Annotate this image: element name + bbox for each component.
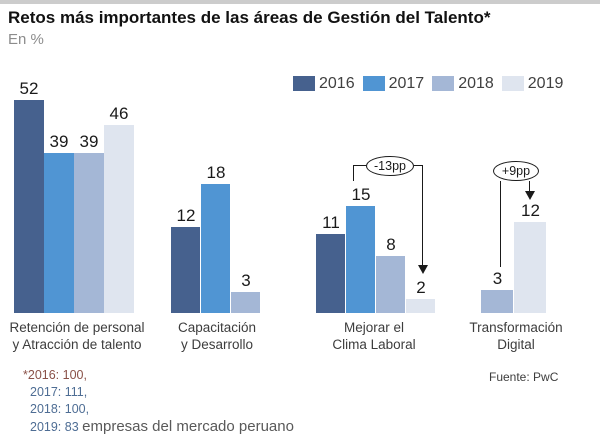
footnote: *2016: 100, 2017: 111, 2018: 100, 2019: … <box>23 367 294 436</box>
bar-value-label: 2 <box>416 278 426 297</box>
bar-2017 <box>346 206 375 313</box>
bar-2018 <box>376 256 405 313</box>
bar-2016 <box>171 227 200 313</box>
annotation-arrow-shaft <box>422 165 423 265</box>
bar-2016 <box>316 234 345 313</box>
bar-2016 <box>14 100 44 313</box>
footnote-line-2016: *2016: 100, <box>23 368 87 382</box>
bar-group-retencion: 52 39 39 46 <box>14 79 134 313</box>
bar-column-2016: 12 <box>171 206 201 313</box>
bar-2018 <box>74 153 104 313</box>
bar-2019 <box>406 299 435 313</box>
bar-2018 <box>481 290 513 313</box>
annotation-connector-line <box>500 181 501 267</box>
bar-column-2018: 8 <box>376 235 406 313</box>
bar-value-label: 8 <box>386 235 396 254</box>
legend-item-2018: 2018 <box>432 75 494 92</box>
axis-label-line: Clima Laboral <box>332 337 416 352</box>
footnote-line-2018: 2018: 100, <box>30 402 90 416</box>
axis-label-line: Digital <box>497 337 535 352</box>
bar-value-label: 15 <box>351 185 371 204</box>
axis-label-line: Retención de personal <box>9 320 145 335</box>
bar-value-label: 3 <box>492 269 503 288</box>
bar-column-2018: 39 <box>74 132 104 313</box>
bar-2019 <box>514 222 546 313</box>
chart-subtitle: En % <box>8 31 44 48</box>
legend-label: 2017 <box>388 75 425 92</box>
legend-swatch-2016 <box>293 76 315 91</box>
legend-label: 2019 <box>527 75 564 92</box>
axis-label-transformacion: Transformación Digital <box>426 319 600 353</box>
footnote-line-2019: 2019: 83 empresas del mercado peruano <box>30 418 294 436</box>
axis-label-line: Capacitación <box>177 320 257 335</box>
legend-item-2019: 2019 <box>501 75 564 92</box>
bar-value-label: 12 <box>176 206 196 225</box>
bar-column-2018: 3 <box>231 271 261 313</box>
footnote-line-2017: 2017: 111, <box>30 385 88 399</box>
bar-group-transformacion: 3 12 <box>481 201 547 313</box>
bar-group-capacitacion: 12 18 3 <box>171 163 261 313</box>
chart-title: Retos más importantes de las áreas de Ge… <box>8 8 491 27</box>
bar-value-label: 39 <box>79 132 99 151</box>
bar-column-2019: 12 <box>514 201 547 313</box>
arrow-down-icon <box>418 265 428 274</box>
bar-column-2017: 39 <box>44 132 74 313</box>
legend-label: 2016 <box>319 75 355 92</box>
legend: 2016 2017 2018 2019 <box>293 75 564 92</box>
axis-label-retencion: Retención de personal y Atracción de tal… <box>0 319 167 353</box>
axis-label-line: Transformación <box>469 320 563 335</box>
legend-swatch-2017 <box>362 76 385 91</box>
bar-column-2019: 46 <box>104 104 134 313</box>
axis-label-line: y Atracción de talento <box>12 337 142 352</box>
bar-column-2017: 15 <box>346 185 376 313</box>
legend-item-2016: 2016 <box>293 75 355 92</box>
bar-value-label: 39 <box>49 132 69 151</box>
axis-label-line: Mejorar el <box>343 320 405 335</box>
legend-label: 2018 <box>458 75 494 92</box>
top-divider <box>0 0 600 4</box>
annotation-bracket-right <box>414 165 423 166</box>
arrow-down-icon <box>525 191 535 200</box>
annotation-bracket-left <box>353 165 366 166</box>
bar-value-label: 46 <box>109 104 129 123</box>
source-credit: Fuente: PwC <box>489 370 559 384</box>
annotation-badge-plus9pp: +9pp <box>493 161 539 181</box>
annotation-badge-minus13pp: -13pp <box>366 156 414 176</box>
annotation-text: -13pp <box>374 159 406 173</box>
bar-2019 <box>104 125 134 313</box>
bar-value-label: 12 <box>521 201 540 220</box>
bar-value-label: 3 <box>241 271 251 290</box>
footnote-2019-count: 2019: 83 <box>30 420 79 434</box>
bar-column-2019: 2 <box>406 278 436 313</box>
axis-label-clima-laboral: Mejorar el Clima Laboral <box>284 319 464 353</box>
bar-2017 <box>44 153 74 313</box>
bar-2017 <box>201 184 230 313</box>
bar-value-label: 18 <box>206 163 226 182</box>
footnote-suffix: empresas del mercado peruano <box>82 418 294 435</box>
bar-2018 <box>231 292 260 313</box>
annotation-bracket-riser <box>353 165 354 181</box>
legend-item-2017: 2017 <box>362 75 425 92</box>
bar-column-2016: 52 <box>14 79 44 313</box>
bar-column-2016: 11 <box>316 213 346 313</box>
annotation-text: +9pp <box>501 164 531 178</box>
axis-label-capacitacion: Capacitación y Desarrollo <box>127 319 307 353</box>
bar-value-label: 11 <box>322 213 340 232</box>
bar-column-2018: 3 <box>481 269 514 313</box>
legend-swatch-2018 <box>432 76 455 91</box>
bar-column-2017: 18 <box>201 163 231 313</box>
annotation-arrow-shaft <box>529 181 530 191</box>
bar-group-clima-laboral: 11 15 8 2 <box>316 185 436 313</box>
legend-swatch-2019 <box>501 76 524 91</box>
axis-label-line: y Desarrollo <box>180 337 254 352</box>
bar-value-label: 52 <box>19 79 39 98</box>
